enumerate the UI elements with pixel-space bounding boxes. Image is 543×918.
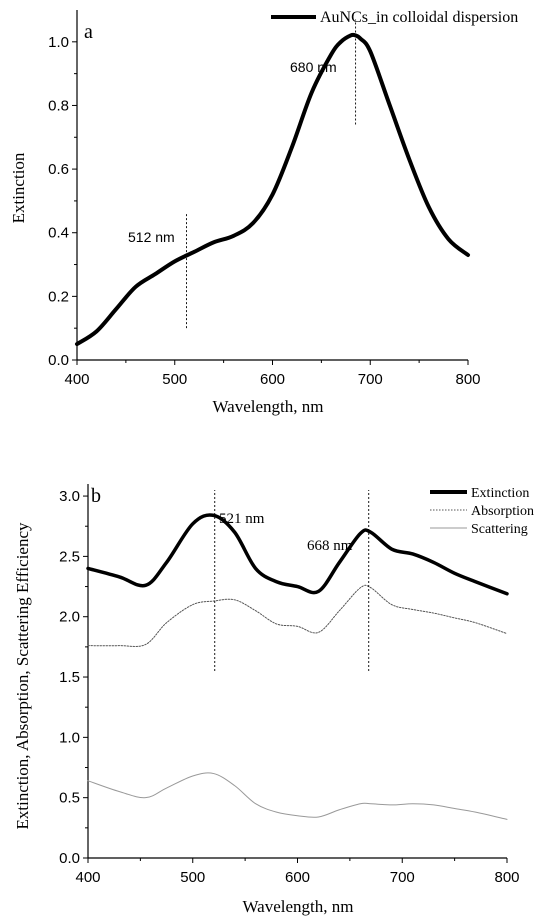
panel-b-plot-area: 400 500 600 700 800 0.0 0.5 1.0 1.5 2.0 2.5 3.0: [59, 484, 520, 886]
panel-b: b 400 500 600 700 800 0.0 0.5 1.0 1.5 2.0 2.5 3.0 E…: [13, 484, 534, 916]
panel-a-x-axis-label: Wavelength, nm: [213, 397, 324, 416]
x-tick-label: 800: [455, 371, 480, 388]
legend-label-absorption: Absorption: [471, 504, 534, 519]
y-tick-label: 1.0: [59, 729, 80, 746]
y-tick-label: 0.5: [59, 790, 80, 807]
panel-a-y-axis-label: Extinction: [9, 152, 28, 223]
y-tick-label: 1.0: [48, 34, 69, 51]
y-tick-label: 3.0: [59, 488, 80, 505]
annotation-512nm: 512 nm: [128, 229, 175, 245]
y-tick-label: 0.2: [48, 288, 69, 305]
x-tick-label: 400: [75, 869, 100, 886]
x-tick-label: 700: [358, 371, 383, 388]
y-tick-label: 0.6: [48, 161, 69, 178]
x-tick-label: 500: [180, 869, 205, 886]
x-tick-label: 500: [162, 371, 187, 388]
series-line-auncs-in-colloidal-dispersion: [75, 32, 470, 347]
panel-b-y-axis-label: Extinction, Absorption, Scattering Effic…: [13, 522, 32, 830]
y-tick-label: 2.5: [59, 548, 80, 565]
panel-a-letter: a: [84, 21, 93, 43]
x-tick-label: 600: [285, 869, 310, 886]
annotation-521nm: 521 nm: [219, 511, 265, 527]
x-tick-label: 400: [64, 371, 89, 388]
series-line-scattering: [87, 772, 508, 820]
y-tick-label: 1.5: [59, 669, 80, 686]
y-tick-label: 0.8: [48, 97, 69, 114]
series-line-absorption: [87, 584, 508, 647]
annotation-668nm: 668 nm: [307, 538, 353, 554]
legend-label-scattering: Scattering: [471, 522, 528, 537]
annotation-680nm: 680 nm: [290, 59, 337, 75]
panel-a-legend: AuNCs_in colloidal dispersion: [271, 9, 518, 26]
panel-b-legend: Extinction Absorption Scattering: [430, 486, 534, 537]
panel-b-x-axis-label: Wavelength, nm: [243, 897, 354, 916]
y-tick-label: 0.4: [48, 225, 69, 242]
panel-a: a 400 500 600 700 800 0.0 0.2 0.4 0.6 0.8 1.0 AuNC…: [9, 9, 518, 416]
legend-label-aunc: AuNCs_in colloidal dispersion: [320, 9, 518, 26]
y-tick-label: 2.0: [59, 609, 80, 626]
legend-label-extinction: Extinction: [471, 486, 529, 501]
x-tick-label: 700: [390, 869, 415, 886]
y-tick-label: 0.0: [59, 850, 80, 867]
x-tick-label: 800: [494, 869, 519, 886]
panel-b-letter: b: [91, 485, 101, 507]
y-tick-label: 0.0: [48, 352, 69, 369]
panel-a-plot-area: 400 500 600 700 800 0.0 0.2 0.4 0.6 0.8 1.0: [48, 10, 481, 388]
series-line-extinction: [86, 513, 509, 596]
x-tick-label: 600: [260, 371, 285, 388]
